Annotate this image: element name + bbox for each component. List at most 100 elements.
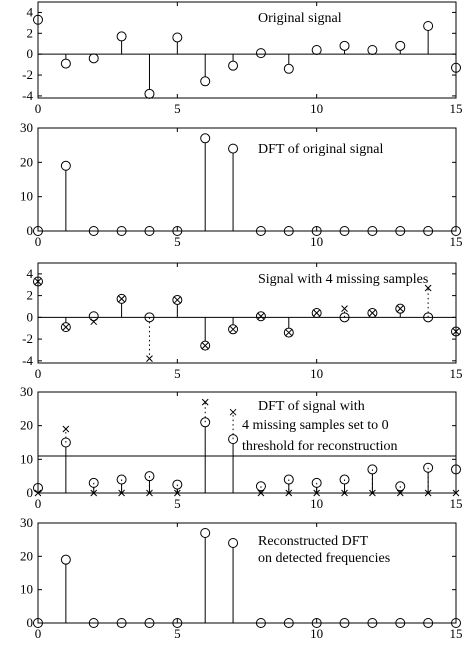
chart-panel-4: 0 10 20 30 0 5 10 15 DFT of signal with 4 missing… <box>20 384 463 511</box>
x-tick-label: 0 <box>35 496 42 511</box>
y-tick-label: 10 <box>20 582 33 597</box>
data-point <box>172 479 183 490</box>
data-point <box>395 303 406 314</box>
cross-point <box>285 489 293 497</box>
data-point <box>144 312 155 323</box>
plot-frame <box>37 1 457 99</box>
panel-annotation: DFT of original signal <box>258 142 383 157</box>
data-point <box>255 48 266 59</box>
x-tick-label: 15 <box>450 626 463 641</box>
y-tick-label: 0 <box>27 223 34 238</box>
y-tick-label: -4 <box>22 353 33 368</box>
data-point <box>311 477 322 488</box>
data-point <box>172 226 183 236</box>
cross-point <box>257 489 265 497</box>
cross-point <box>369 489 376 497</box>
data-point <box>367 618 378 628</box>
y-tick-label: 0 <box>27 615 34 630</box>
y-tick-label: -2 <box>22 331 33 346</box>
x-tick-label: 5 <box>174 101 181 116</box>
data-point <box>200 528 211 538</box>
data-point <box>423 312 434 323</box>
y-tick-label: 0 <box>27 485 34 500</box>
cross-point <box>424 489 432 497</box>
x-tick-label: 15 <box>450 101 463 116</box>
cross-point <box>229 408 237 416</box>
chart-panel-5: 0 10 20 30 0 5 10 15 Reconstructed DFT on detecte… <box>20 515 463 641</box>
y-tick-label: 4 <box>27 4 34 19</box>
chart-panel-2: 0 10 20 30 0 5 10 15 DFT of original signal <box>20 120 463 249</box>
data-point <box>228 143 239 154</box>
data-point <box>367 464 378 475</box>
cross-point <box>369 309 376 317</box>
data-point <box>200 133 211 144</box>
cross-point <box>62 323 70 331</box>
data-point <box>88 226 99 236</box>
panel-annotation: 4 missing samples set to 0 <box>242 418 389 433</box>
x-tick-label: 5 <box>174 234 181 249</box>
data-point <box>339 40 350 51</box>
data-point <box>116 226 127 236</box>
data-point <box>367 308 378 318</box>
data-point <box>311 45 322 55</box>
x-tick-label: 0 <box>35 626 42 641</box>
x-tick-label: 10 <box>310 234 323 249</box>
data-point <box>33 618 43 628</box>
y-tick-label: 20 <box>20 154 33 169</box>
data-point <box>395 618 406 628</box>
y-tick-label: 4 <box>27 266 34 281</box>
cross-point <box>90 318 98 326</box>
cross-point <box>452 489 460 497</box>
data-point <box>144 471 155 482</box>
data-point <box>172 32 183 43</box>
y-tick-label: 10 <box>20 451 33 466</box>
data-point <box>116 31 127 42</box>
cross-point <box>118 295 125 303</box>
data-point <box>144 226 155 236</box>
y-tick-label: -2 <box>22 67 33 82</box>
data-point <box>423 462 434 473</box>
data-point <box>200 340 211 351</box>
data-point <box>172 294 183 305</box>
cross-point <box>201 398 209 406</box>
data-point <box>200 417 211 428</box>
data-point <box>451 326 461 337</box>
data-point <box>451 464 461 475</box>
cross-point <box>313 489 321 497</box>
panel-annotation: Signal with 4 missing samples <box>258 272 428 287</box>
data-point <box>172 618 183 628</box>
y-tick-label: 0 <box>27 309 34 324</box>
data-point <box>311 226 322 236</box>
cross-point <box>146 489 153 497</box>
cross-point <box>396 305 404 313</box>
cross-point <box>62 425 70 433</box>
data-point <box>144 618 155 628</box>
x-tick-label: 10 <box>310 101 323 116</box>
cross-point <box>90 489 98 497</box>
data-point <box>33 226 43 236</box>
cross-point <box>118 489 125 497</box>
data-point <box>255 311 266 322</box>
data-point <box>33 14 43 25</box>
x-tick-label: 0 <box>35 101 42 116</box>
x-tick-label: 15 <box>450 496 463 511</box>
data-point <box>395 40 406 51</box>
data-point <box>451 618 461 628</box>
data-point <box>60 58 71 69</box>
data-point <box>339 312 350 323</box>
data-point <box>228 434 239 445</box>
cross-point <box>146 355 153 363</box>
data-point <box>116 474 127 485</box>
data-point <box>228 60 239 71</box>
y-tick-label: 0 <box>27 46 34 61</box>
data-point <box>395 481 406 492</box>
cross-point <box>257 312 265 320</box>
data-point <box>311 308 322 318</box>
data-point <box>228 538 239 548</box>
cross-point <box>201 342 209 349</box>
data-point <box>367 45 378 55</box>
data-point <box>339 474 350 485</box>
cross-point <box>173 296 181 304</box>
data-point <box>423 21 434 31</box>
data-point <box>88 53 99 64</box>
